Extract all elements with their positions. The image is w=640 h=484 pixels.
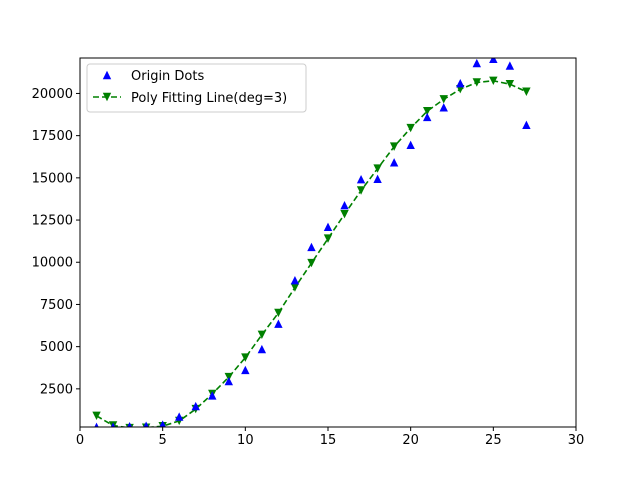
data-point	[406, 140, 415, 149]
data-point	[143, 421, 149, 427]
fit-point	[274, 308, 283, 318]
data-point	[472, 58, 481, 68]
x-tick-label: 30	[568, 433, 585, 448]
fit-point	[373, 164, 382, 173]
legend-label-origin-dots: Origin Dots	[131, 69, 204, 84]
data-point	[423, 112, 432, 122]
fit-point	[323, 234, 333, 243]
legend-label-poly-fit: Poly Fitting Line(deg=3)	[131, 91, 287, 106]
x-tick-label: 0	[76, 433, 84, 448]
y-tick-label: 10000	[32, 256, 73, 271]
legend-marker-poly-fit	[93, 92, 121, 102]
fit-point	[489, 76, 498, 85]
fit-point	[290, 283, 300, 292]
data-point	[522, 120, 531, 130]
legend-triangle-down	[102, 92, 112, 102]
data-point	[323, 222, 333, 232]
y-tick-label: 15000	[32, 171, 73, 186]
data-point	[356, 174, 366, 184]
data-point	[505, 61, 515, 70]
legend-marker-origin-dots	[102, 70, 112, 80]
y-tick-label: 17500	[32, 129, 73, 144]
fit-point	[307, 258, 316, 268]
fit-point	[340, 209, 349, 219]
data-point	[373, 174, 382, 184]
fit-point	[472, 78, 481, 87]
fit-point	[505, 79, 515, 89]
fit-point	[389, 142, 399, 151]
data-point	[191, 401, 200, 411]
fit-point	[356, 186, 366, 195]
axes-layer: 0 5 10 15 20 25 30 2500 5000 7500 10000 12500 15000 1…	[32, 57, 585, 448]
fit-point	[423, 106, 432, 116]
fit-point	[406, 123, 415, 133]
data-point	[110, 422, 116, 427]
data-point	[439, 103, 448, 112]
data-point	[257, 344, 267, 354]
x-tick-label: 20	[402, 433, 419, 448]
fit-point	[92, 411, 101, 421]
data-point	[307, 242, 316, 252]
data-point	[224, 376, 233, 386]
y-tick-label: 12500	[32, 214, 73, 229]
data-point	[456, 78, 465, 88]
fit-point	[241, 353, 250, 362]
data-point	[175, 412, 184, 421]
x-tick-label: 5	[159, 433, 167, 448]
x-tick-label: 10	[237, 433, 254, 448]
fit-point	[522, 87, 531, 96]
y-tick-label: 2500	[40, 382, 73, 397]
data-point	[94, 422, 99, 427]
plot-area	[92, 58, 531, 427]
fit-point	[257, 330, 267, 340]
y-tick-label: 7500	[40, 298, 73, 313]
data-point	[340, 200, 349, 210]
legend-box	[86, 63, 307, 113]
data-point	[127, 421, 133, 427]
x-tick-label: 25	[485, 433, 502, 448]
legend-triangle-up	[102, 70, 112, 80]
legend: Origin Dots Poly Fitting Line(deg=3)	[86, 63, 307, 113]
data-point	[208, 391, 217, 400]
data-point	[290, 275, 300, 285]
data-point	[389, 158, 399, 167]
data-point	[241, 365, 250, 375]
data-point	[159, 420, 166, 427]
y-tick-label: 20000	[32, 87, 73, 102]
fit-point	[439, 95, 448, 104]
data-point	[274, 319, 283, 328]
series-layer	[92, 58, 531, 427]
x-tick-label: 15	[320, 433, 337, 448]
data-point	[489, 58, 498, 64]
y-tick-label: 5000	[40, 340, 73, 355]
